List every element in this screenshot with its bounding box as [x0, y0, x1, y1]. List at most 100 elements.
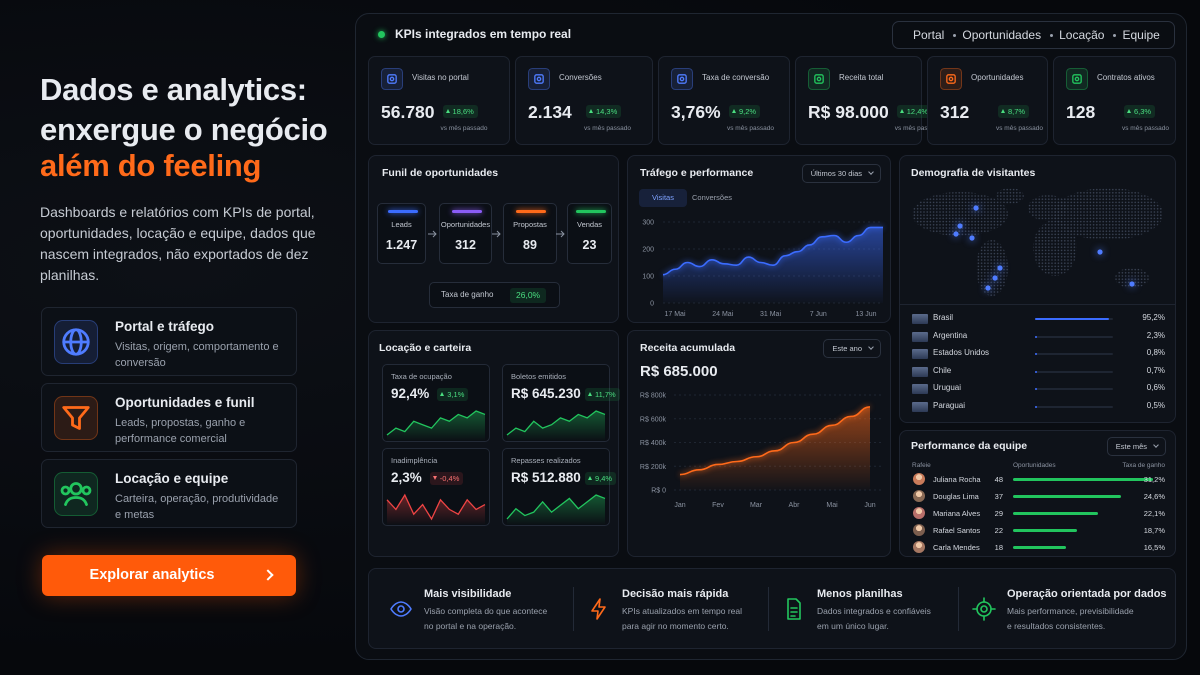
icon-part [1074, 76, 1080, 82]
nav-item[interactable]: Equipe [1122, 28, 1160, 42]
bar [1035, 353, 1037, 356]
metric-label: Repasses realizados [511, 456, 581, 465]
delta-value: 6,3% [1134, 107, 1152, 116]
card-title: Tráfego e performance [640, 167, 754, 179]
delta-value: 14,3% [596, 107, 618, 116]
benefit-icon [390, 601, 412, 617]
kpi-label: Oportunidades [971, 73, 1024, 82]
nav-item[interactable]: Locação [1059, 28, 1105, 42]
icon-box [54, 396, 98, 440]
stage-bar [451, 210, 482, 213]
icon [62, 406, 90, 430]
icon-part [390, 601, 412, 617]
kpi-note: vs mês passado [996, 125, 1043, 132]
icon [814, 74, 824, 84]
sparkline [506, 410, 606, 441]
kpi-value: 312 [940, 102, 970, 122]
kpi-card: Contratos ativos 128 6,3% vs mês passado [1053, 56, 1176, 145]
icon-part [790, 607, 798, 617]
period-label: Últimos 30 dias [810, 169, 862, 178]
period-dropdown[interactable]: Últimos 30 dias [801, 164, 881, 183]
metric-label: Boletos emitidos [511, 372, 567, 381]
delta-value: 18,6% [452, 107, 474, 116]
stage-arrow [556, 230, 565, 238]
delta-arrow [899, 109, 904, 113]
delta-value: 11,7% [595, 390, 616, 399]
feature-title: Oportunidades e funil [115, 395, 255, 410]
cta-button[interactable]: Explorar analytics [42, 555, 296, 596]
tab[interactable]: Conversões [692, 193, 733, 202]
stage-label: Oportunidades [440, 220, 491, 229]
icon-part [69, 482, 83, 496]
card-title: Demografia de visitantes [911, 167, 1036, 179]
icon-part [387, 74, 397, 84]
delta-arrow [445, 109, 450, 113]
benefit-title: Menos planilhas [817, 588, 903, 600]
column-header: Taxa de ganho [1122, 462, 1165, 469]
cta-label: Explorar analytics [89, 567, 215, 583]
flag [912, 314, 928, 324]
member-opportunities: 29 [994, 509, 1003, 518]
member-name: Mariana Alves [933, 509, 981, 518]
kpi-label: Taxa de conversão [702, 73, 770, 82]
hero-title: enxergue o negócio [40, 112, 328, 147]
benefit-title: Mais visibilidade [424, 588, 512, 600]
kpi-label: Contratos ativos [1097, 73, 1155, 82]
stage-arrow [492, 230, 501, 238]
icon [387, 74, 397, 84]
member-name: Rafael Santos [933, 526, 981, 535]
kpi-value: 2.134 [528, 102, 572, 122]
country-name: Estados Unidos [933, 348, 990, 358]
arrow-shape [556, 230, 565, 238]
bar-track [1035, 370, 1113, 373]
live-dot [378, 31, 385, 38]
sparkline [386, 410, 486, 441]
country-name: Paraguai [933, 401, 966, 410]
x-tick-label: 24 Mai [712, 311, 733, 318]
benefit-desc: em um único lugar. [817, 621, 889, 631]
sparkline-line [386, 493, 486, 521]
benefit-desc: no portal e na operação. [424, 621, 517, 631]
tab-active[interactable]: Visitas [639, 189, 687, 207]
kpi-value: 128 [1066, 102, 1096, 122]
x-tick-label: Abr [789, 502, 801, 509]
icon-part [980, 605, 988, 613]
kpi-card: Oportunidades 312 8,7% vs mês passado [927, 56, 1048, 145]
hero-description: Dashboards e relatórios com KPIs de port… [40, 204, 316, 283]
delta-value: 12,4% [906, 107, 929, 116]
continent [996, 188, 1024, 204]
stage-label: Leads [391, 220, 412, 229]
period-dropdown[interactable]: Este ano [823, 339, 881, 358]
icon-box [54, 472, 98, 516]
icon [60, 482, 92, 506]
kpi-note: vs mês passado [894, 125, 942, 132]
rental-metric: Inadimplência 2,3% -0,4% [382, 448, 490, 526]
icon-part [972, 597, 996, 621]
world-map [912, 188, 1163, 296]
avatar [913, 490, 925, 502]
rental-card: Locação e carteira Taxa de ocupação 92,4%… [368, 330, 620, 557]
map-hotspot [985, 285, 991, 291]
nav-item[interactable]: Portal [913, 28, 945, 42]
feature-desc: Leads, propostas, ganho e performance co… [115, 417, 246, 445]
y-tick-label: 300 [642, 220, 654, 227]
nav-item[interactable]: Oportunidades [962, 28, 1042, 42]
icon-part [60, 485, 71, 496]
sparkline-area [387, 411, 485, 441]
period-dropdown[interactable]: Este mês [1106, 437, 1166, 456]
icon-part [787, 598, 801, 620]
member-name: Carla Mendes [933, 543, 980, 552]
member-name: Douglas Lima [933, 492, 979, 501]
kpi-note: vs mês passado [584, 125, 631, 132]
stage-bar [387, 210, 418, 213]
icon-part [816, 76, 822, 82]
y-tick-label: 100 [642, 274, 654, 281]
kpi-note: vs mês passado [1122, 125, 1169, 132]
map-hotspot [969, 235, 975, 241]
icon-part [677, 74, 687, 84]
metric-value: R$ 645.230 [511, 386, 581, 401]
avatar [913, 541, 925, 553]
hero-highlight: além do feeling [40, 148, 262, 183]
kpi-card: Receita total R$ 98.000 12,4% vs mês passad… [795, 56, 942, 145]
metric-delta: 11,7% [585, 388, 620, 401]
